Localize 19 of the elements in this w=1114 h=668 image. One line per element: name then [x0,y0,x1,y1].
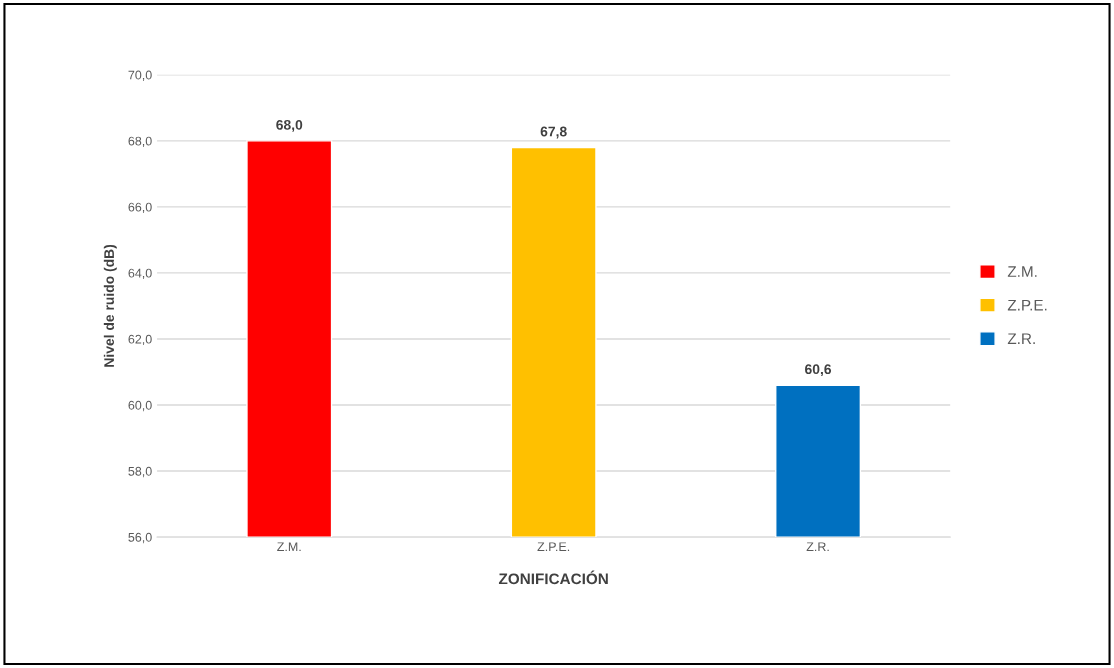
x-tick-label: Z.M. [277,542,301,551]
legend-label: Z.R. [1007,333,1035,344]
y-tick-label: 58,0 [128,466,152,478]
x-tick-label: Z.P.E. [537,542,570,551]
data-label: 60,6 [805,364,832,377]
y-tick-label: 62,0 [128,334,152,346]
y-axis-title: Nivel de ruido (dB) [103,244,117,367]
data-label: 67,8 [540,126,567,139]
data-label: 68,0 [276,119,303,132]
x-tick-label: Z.R. [806,542,829,551]
y-tick-label: 56,0 [128,532,152,544]
x-axis-title: ZONIFICACIÓN [498,570,608,585]
y-tick-label: 60,0 [128,400,152,412]
y-tick-label: 66,0 [128,202,152,214]
y-tick-label: 64,0 [128,268,152,280]
legend-label: Z.M. [1007,266,1037,277]
legend-label: Z.P.E. [1007,299,1047,311]
y-tick-label: 70,0 [128,70,152,81]
y-tick-label: 68,0 [128,136,152,147]
